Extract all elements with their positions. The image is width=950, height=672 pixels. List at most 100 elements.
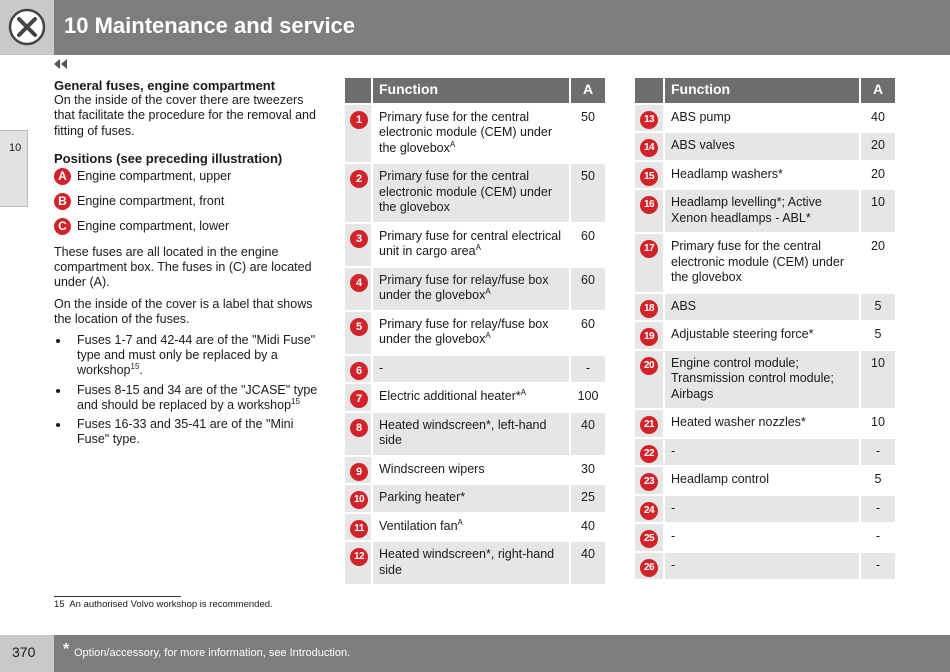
function-cell: ABS valves: [665, 133, 861, 162]
footnote-text: An authorised Volvo workshop is recommen…: [69, 599, 273, 610]
amps-cell: 40: [571, 412, 607, 457]
table-row: 13 ABS pump 40: [635, 104, 897, 133]
note-ref: A: [485, 286, 491, 296]
amps-cell: 10: [861, 190, 897, 234]
fuse-badge: 22: [640, 444, 658, 463]
amps-cell: 10: [861, 410, 897, 439]
position-text: Engine compartment, upper: [77, 168, 232, 183]
header-cell: A: [571, 78, 607, 105]
function-text: Headlamp washers*: [671, 166, 783, 181]
function-text: Windscreen wipers: [379, 461, 485, 476]
fuse-badge: 9: [350, 462, 368, 481]
footer-star: *: [63, 641, 70, 658]
footnote: 15 An authorised Volvo workshop is recom…: [54, 599, 273, 610]
position-list: A Engine compartment, upper B Engine compar…: [54, 168, 320, 236]
function-cell: Primary fuse for the central electronic …: [373, 104, 571, 164]
function-cell: Heated windscreen*, right-hand side: [373, 542, 571, 586]
function-text: Primary fuse for the central electronic …: [379, 169, 552, 214]
bullet-text: Fuses 1-7 and 42-44 are of the "Midi Fus…: [77, 333, 316, 378]
footer-bar: [0, 635, 950, 672]
fuse-badge: 23: [640, 473, 658, 491]
table-row: 26- -: [635, 552, 897, 581]
header-cell: A: [861, 78, 897, 105]
amps-cell: 5: [861, 467, 897, 496]
header-cell: [635, 78, 665, 105]
fuse-badge: 17: [640, 240, 658, 258]
number-cell: 18: [635, 293, 665, 322]
position-item: B Engine compartment, front: [54, 193, 320, 211]
function-text: Heated washer nozzles*: [671, 415, 806, 429]
function-cell: ABS pump: [665, 104, 861, 133]
fuse-table: Function A 1 Primary fuse for the central e…: [345, 78, 607, 586]
function-cell: Headlamp control: [665, 467, 861, 496]
table-row: 9 Windscreen wipers 30: [345, 456, 607, 485]
function-cell: -: [665, 495, 861, 524]
number-cell: 6: [345, 355, 373, 384]
fuse-badge: 25: [640, 530, 658, 548]
table-row: 15 Headlamp washers* 20: [635, 161, 897, 190]
function-cell: Primary fuse for relay/fuse box under th…: [373, 267, 571, 312]
position-text: Engine compartment, front: [77, 193, 225, 208]
function-cell: ABS: [665, 293, 861, 322]
number-cell: 14: [635, 133, 665, 162]
side-tab-label: 10: [9, 142, 22, 154]
fuse-badge: 2: [350, 170, 368, 188]
left-column: General fuses, engine compartment On the…: [54, 78, 320, 451]
function-cell: Headlamp levelling*; Active Xenon headla…: [665, 190, 861, 234]
amps-cell: 60: [571, 311, 607, 356]
function-text: Heated windscreen*, left-hand side: [379, 417, 547, 448]
bullet-item: Fuses 8-15 and 34 are of the "JCASE" typ…: [54, 383, 320, 413]
fuse-table: Function A 13 ABS pump 40 14 ABS valves 20 15 Hea…: [635, 78, 897, 581]
function-text: Engine control module; Transmission cont…: [671, 355, 834, 401]
back-arrows[interactable]: [54, 59, 68, 69]
function-cell: -: [665, 552, 861, 581]
number-cell: 23: [635, 467, 665, 496]
footnote-rule: [54, 596, 181, 597]
number-cell: 22: [635, 438, 665, 467]
fuse-badge: 10: [350, 491, 368, 509]
header-cell: Function: [665, 78, 861, 105]
note-ref: A: [520, 387, 527, 397]
table-row: 4 Primary fuse for relay/fuse box under t…: [345, 267, 607, 312]
fuse-badge: 24: [640, 501, 658, 520]
chapter-title: 10 Maintenance and service: [64, 13, 356, 38]
function-text: Heated windscreen*, right-hand side: [379, 547, 555, 577]
table-row: 3 Primary fuse for central electrical uni…: [345, 223, 607, 268]
bullet-text: Fuses 8-15 and 34 are of the "JCASE" typ…: [77, 382, 318, 412]
table-row: 2 Primary fuse for the central electronic…: [345, 164, 607, 224]
amps-cell: 40: [571, 542, 607, 586]
fuse-badge: 14: [640, 139, 658, 157]
number-cell: 1: [345, 104, 373, 164]
amps-cell: 60: [571, 223, 607, 268]
fuse-badge: 13: [640, 110, 658, 129]
note-ref: A: [475, 242, 481, 252]
note-ref: A: [457, 517, 463, 527]
function-text: Electric additional heater*: [379, 389, 521, 403]
function-cell: Heated washer nozzles*: [665, 410, 861, 439]
table-row: 19 Adjustable steering force* 5: [635, 322, 897, 351]
function-text: Headlamp levelling*; Active Xenon headla…: [671, 195, 822, 225]
function-cell: Primary fuse for central electrical unit…: [373, 223, 571, 268]
note-ref: A: [485, 330, 491, 340]
position-item: A Engine compartment, upper: [54, 168, 320, 186]
fuse-badge: 1: [350, 110, 368, 129]
position-badge: B: [54, 193, 71, 211]
number-cell: 12: [345, 542, 373, 586]
paragraph: These fuses are all located in the engin…: [54, 245, 312, 290]
number-cell: 7: [345, 384, 373, 413]
footer-page-box: [0, 635, 54, 672]
position-item: C Engine compartment, lower: [54, 218, 320, 236]
table-row: 17 Primary fuse for the central electroni…: [635, 234, 897, 294]
number-cell: 8: [345, 412, 373, 457]
function-text: -: [671, 500, 676, 515]
side-tab: [0, 130, 28, 207]
function-cell: Windscreen wipers: [373, 456, 571, 485]
bullet-text: Fuses 16-33 and 35-41 are of the "Mini F…: [77, 417, 294, 447]
fuse-badge: 5: [350, 317, 368, 336]
function-text: Primary fuse for relay/fuse box under th…: [379, 272, 549, 303]
header-cell: Function: [373, 78, 571, 105]
function-text: Primary fuse for the central electronic …: [379, 109, 552, 155]
header-icon-box: [0, 0, 54, 55]
function-cell: Headlamp washers*: [665, 161, 861, 190]
